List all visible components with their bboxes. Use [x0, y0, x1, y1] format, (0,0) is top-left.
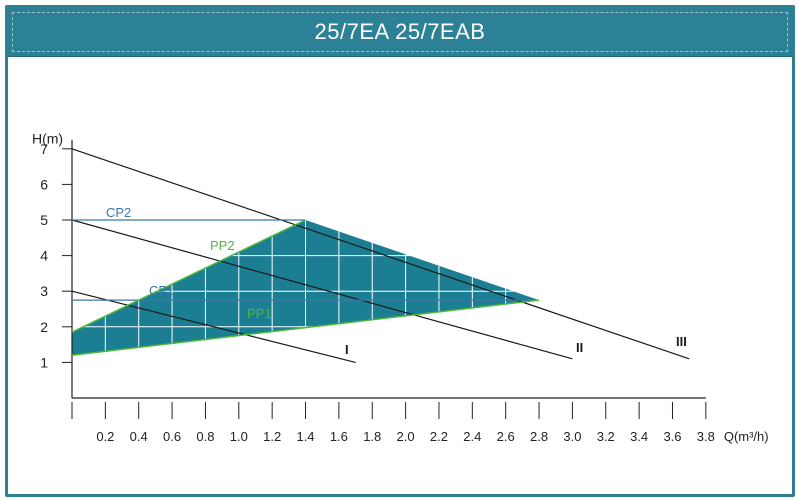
series-label-pp2: PP2: [210, 238, 235, 253]
x-axis-label: Q(m³/h): [724, 429, 769, 444]
x-tick-label: 3.8: [697, 429, 715, 444]
x-tick-label: 3.6: [663, 429, 681, 444]
x-tick-label: 0.8: [196, 429, 214, 444]
chart-panel: 25/7EA 25/7EAB: [5, 5, 795, 497]
page-title: 25/7EA 25/7EAB: [314, 19, 486, 44]
header-bar: 25/7EA 25/7EAB: [8, 8, 792, 57]
series-label-ii: II: [576, 340, 583, 355]
series-label-i: I: [345, 342, 349, 357]
x-tick-label: 3.0: [563, 429, 581, 444]
x-tick-label: 1.0: [230, 429, 248, 444]
y-tick-label: 5: [40, 212, 48, 228]
y-axis-label: H(m): [32, 131, 63, 147]
series-line-pp2: [71, 219, 306, 333]
x-tick-label: 2.0: [397, 429, 415, 444]
series-line-ii: [71, 219, 573, 360]
header-inner-border: 25/7EA 25/7EAB: [12, 12, 788, 52]
x-tick-label: 3.2: [597, 429, 615, 444]
x-tick-label: 0.2: [96, 429, 114, 444]
x-tick-label: 0.6: [163, 429, 181, 444]
series-label-cp1: CP1: [149, 283, 174, 298]
x-tick-label: 1.8: [363, 429, 381, 444]
x-tick-label: 2.8: [530, 429, 548, 444]
x-tick-label: 3.4: [630, 429, 648, 444]
x-tick-label: 2.2: [430, 429, 448, 444]
y-tick-label: 6: [40, 176, 48, 192]
series-line-i: [71, 290, 356, 363]
x-tick-label: 2.6: [497, 429, 515, 444]
y-tick-label: 2: [40, 319, 48, 335]
series-label-pp1: PP1: [247, 306, 272, 321]
series-line-iii: [71, 148, 690, 360]
x-tick-label: 1.2: [263, 429, 281, 444]
y-tick-label: 3: [40, 283, 48, 299]
series-label-iii: III: [676, 334, 687, 349]
x-tick-label: 1.6: [330, 429, 348, 444]
y-tick-label: 1: [40, 354, 48, 370]
series-label-cp2: CP2: [106, 205, 131, 220]
x-tick-label: 0.4: [130, 429, 148, 444]
y-tick-label: 7: [40, 141, 48, 157]
y-tick-label: 4: [40, 248, 48, 264]
series-line-pp1: [71, 299, 540, 357]
x-tick-label: 1.4: [296, 429, 314, 444]
x-tick-label: 2.4: [463, 429, 481, 444]
